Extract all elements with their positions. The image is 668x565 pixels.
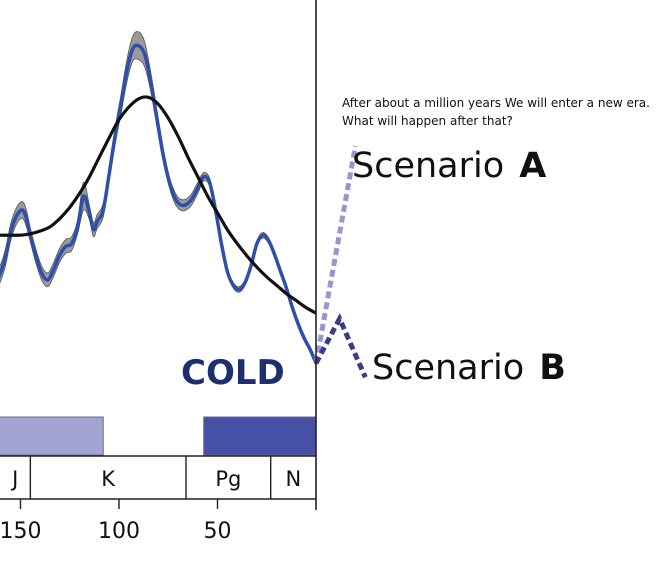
x-tick-label-50: 50 — [204, 519, 232, 544]
scenario-a-letter: A — [519, 146, 546, 186]
projection-scenario-a — [313, 145, 358, 364]
period-label-j: J — [10, 467, 18, 491]
uncertainty-band-area — [0, 31, 317, 367]
note-line-2: What will happen after that? — [342, 114, 513, 128]
uncertainty-band — [0, 31, 318, 367]
period-label-n: N — [285, 467, 301, 491]
scenario-b-word: Scenario — [372, 348, 524, 388]
x-axis: 150 100 50 — [0, 499, 232, 544]
x-tick-label-150: 150 — [0, 519, 42, 544]
scenario-b-letter: B — [539, 348, 566, 388]
projection-scenario-b — [313, 312, 368, 379]
geologic-timescale: J K Pg N — [0, 455, 316, 500]
period-bars — [0, 416, 317, 456]
trend-line — [0, 95, 317, 315]
scenario-a-word: Scenario — [352, 146, 504, 186]
period-bar-1 — [203, 416, 317, 456]
period-label-pg: Pg — [215, 467, 241, 491]
temperature-line — [0, 43, 318, 364]
scenario-a-label: Scenario A — [352, 146, 546, 186]
period-bar-0 — [0, 416, 104, 456]
note-line-1: After about a million years We will ente… — [342, 96, 650, 110]
trend-curve — [0, 95, 317, 315]
scenario-b-label: Scenario B — [372, 348, 566, 388]
cold-label: COLD — [181, 353, 285, 393]
period-label-k: K — [101, 467, 116, 491]
x-tick-label-100: 100 — [98, 519, 140, 544]
projections — [313, 145, 368, 379]
